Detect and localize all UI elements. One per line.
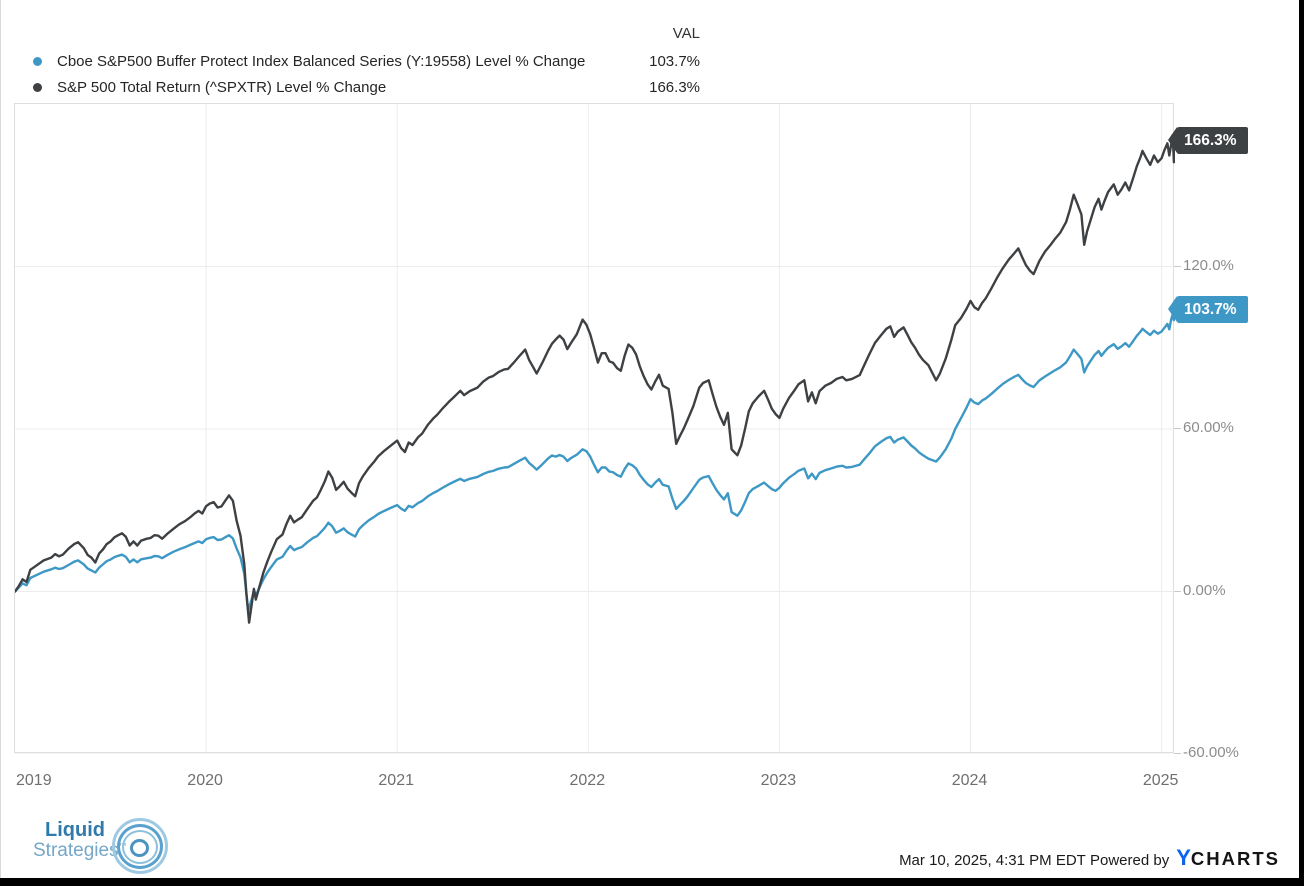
- legend-item-spxtr[interactable]: S&P 500 Total Return (^SPXTR) Level % Ch…: [33, 77, 700, 97]
- x-axis-label-2024: 2024: [951, 772, 988, 789]
- liquid-strategies-wordmark: Liquid Strategies™: [33, 819, 127, 861]
- x-axis-label-2019: 2019: [16, 772, 52, 789]
- logo-word-strategies: Strategies™: [33, 840, 127, 861]
- chart-plot-area[interactable]: [14, 103, 1175, 754]
- y-axis-tickmark: [1174, 428, 1181, 429]
- logo-word-liquid: Liquid: [45, 819, 105, 841]
- legend-label: S&P 500 Total Return (^SPXTR) Level % Ch…: [57, 78, 387, 96]
- y-axis-label-120.0%: 120.0%: [1183, 256, 1234, 274]
- x-axis-label-2021: 2021: [378, 772, 414, 789]
- legend-item-buffer-protect[interactable]: Cboe S&P500 Buffer Protect Index Balance…: [33, 51, 700, 71]
- y-axis-tickmark: [1174, 590, 1181, 592]
- legend-value: 103.7%: [649, 52, 700, 70]
- swirl-circles-icon: [112, 818, 168, 874]
- window-edge-left: [0, 0, 1, 886]
- ycharts-logo-y: Y: [1176, 845, 1191, 870]
- series-end-value-badge: 103.7%: [1168, 296, 1248, 324]
- series-dot-icon: [33, 56, 42, 66]
- y-axis-tickmark: [1174, 265, 1181, 267]
- liquid-strategies-logo: Liquid Strategies™: [33, 818, 173, 878]
- y-axis-label-0.00%: 0.00%: [1183, 581, 1226, 599]
- y-axis-label-60.00%: 60.00%: [1183, 419, 1234, 436]
- x-axis-label-2025: 2025: [1142, 772, 1179, 789]
- x-axis-label-2022: 2022: [569, 772, 606, 789]
- series-end-value-badge: 166.3%: [1168, 126, 1248, 154]
- y-axis-tickmark: [1174, 753, 1181, 754]
- y-axis-label--60.00%: -60.00%: [1183, 744, 1239, 761]
- legend-val-column-header: VAL: [672, 25, 700, 42]
- powered-by-text: Powered by: [1090, 852, 1170, 869]
- series-dot-icon: [33, 82, 42, 92]
- chart-attribution: Mar 10, 2025, 4:31 PM EDT Powered by Y C…: [899, 845, 1280, 871]
- line-chart-svg: [15, 104, 1175, 754]
- x-axis-label-2023: 2023: [760, 772, 797, 789]
- window-edge-right: [1299, 0, 1304, 886]
- window-edge-bottom: [0, 878, 1304, 886]
- legend-value: 166.3%: [649, 78, 700, 96]
- x-axis-label-2020: 2020: [187, 772, 223, 789]
- ycharts-logo-charts: CHARTS: [1190, 848, 1280, 869]
- legend-label: Cboe S&P500 Buffer Protect Index Balance…: [57, 52, 586, 70]
- chart-timestamp: Mar 10, 2025, 4:31 PM EDT: [899, 852, 1086, 869]
